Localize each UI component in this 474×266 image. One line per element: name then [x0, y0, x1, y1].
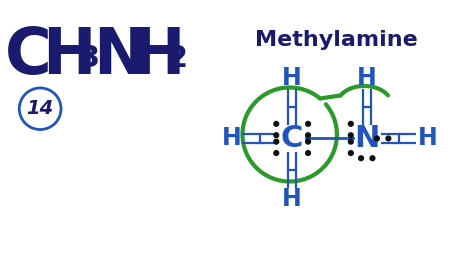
- Circle shape: [306, 139, 310, 144]
- Circle shape: [348, 122, 353, 126]
- Circle shape: [274, 133, 279, 138]
- Text: H: H: [283, 187, 302, 211]
- Circle shape: [386, 136, 391, 141]
- Circle shape: [370, 156, 375, 161]
- Text: 3: 3: [79, 44, 100, 73]
- Text: C: C: [5, 25, 52, 87]
- Circle shape: [359, 156, 364, 161]
- Text: H: H: [418, 126, 437, 151]
- Text: H: H: [42, 25, 96, 87]
- Text: 2: 2: [167, 44, 188, 73]
- Circle shape: [274, 151, 279, 155]
- Text: H: H: [357, 66, 377, 90]
- Text: H: H: [222, 126, 241, 151]
- Circle shape: [274, 122, 279, 126]
- Circle shape: [306, 133, 310, 138]
- Circle shape: [348, 139, 353, 144]
- Circle shape: [374, 136, 379, 141]
- Circle shape: [348, 151, 353, 155]
- Text: N: N: [93, 25, 147, 87]
- Text: H: H: [131, 25, 184, 87]
- Text: N: N: [354, 124, 379, 153]
- Text: C: C: [281, 124, 303, 153]
- Circle shape: [348, 133, 353, 138]
- Text: 14: 14: [27, 99, 54, 118]
- Circle shape: [306, 151, 310, 155]
- Circle shape: [306, 122, 310, 126]
- Text: H: H: [283, 66, 302, 90]
- Text: Methylamine: Methylamine: [255, 30, 418, 49]
- Circle shape: [274, 139, 279, 144]
